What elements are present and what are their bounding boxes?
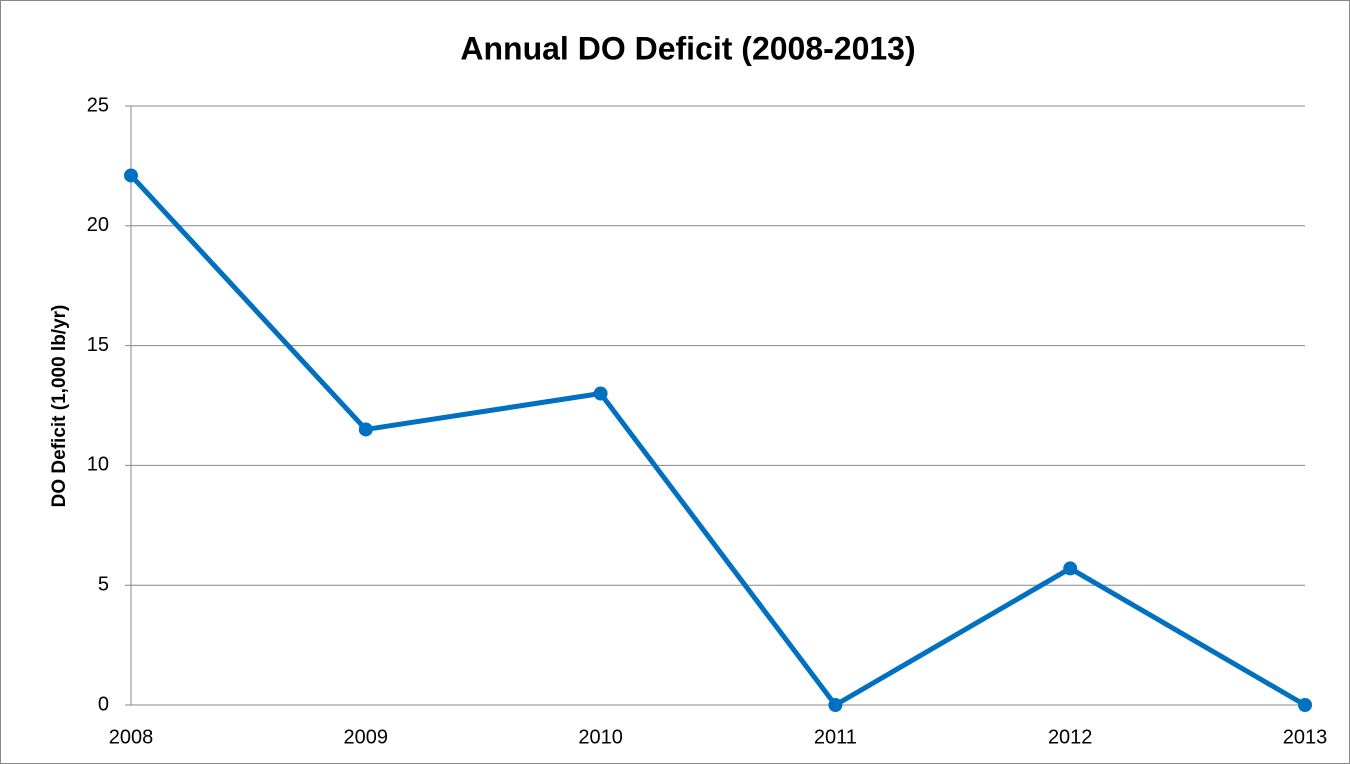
- point: [358, 422, 373, 437]
- x-tick-label: 2012: [1048, 726, 1093, 748]
- y-axis-label: DO Deficit (1,000 lb/yr): [49, 305, 70, 508]
- y-tick-label: 5: [98, 573, 109, 595]
- x-tick-label: 2010: [578, 726, 623, 748]
- point: [124, 168, 138, 183]
- y-tick-label: 25: [87, 94, 109, 116]
- y-tick-label: 10: [87, 454, 109, 476]
- point: [1298, 698, 1312, 712]
- y-tick-label: 15: [87, 334, 109, 356]
- x-tick-label: 2013: [1283, 726, 1328, 748]
- point: [1063, 561, 1078, 576]
- y-tick-label: 0: [98, 693, 109, 715]
- line: [129, 173, 1307, 708]
- point: [828, 698, 843, 712]
- chart-title: Annual DO Deficit (2008-2013): [460, 30, 915, 66]
- x-tick-label: 2009: [344, 726, 389, 748]
- point: [593, 386, 608, 401]
- x-tick-label: 2011: [814, 726, 857, 748]
- x-tick-label: 2008: [109, 726, 154, 748]
- y-tick-label: 20: [87, 214, 109, 236]
